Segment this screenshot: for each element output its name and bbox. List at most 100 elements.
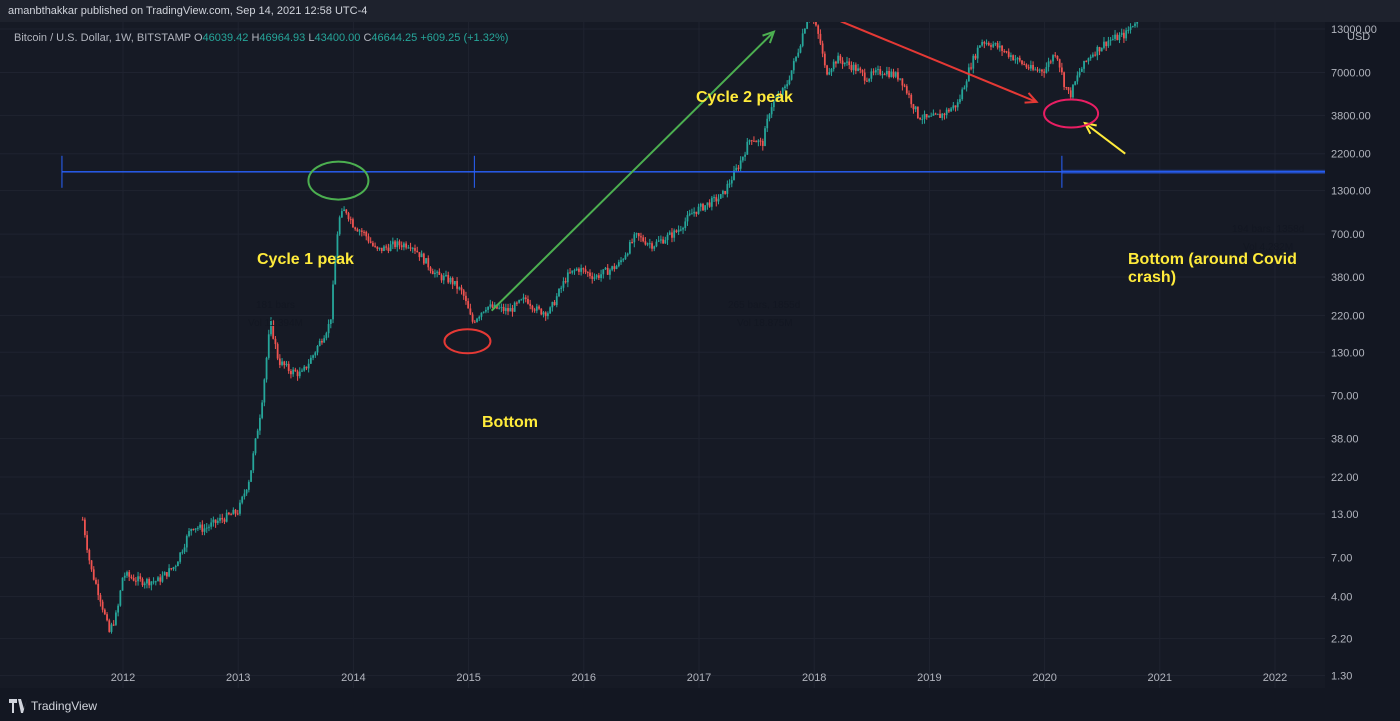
candle-body	[407, 247, 410, 249]
candle-body	[1129, 26, 1132, 30]
candle-body	[150, 581, 153, 586]
candle-body	[642, 237, 645, 242]
candle-body	[897, 72, 899, 80]
candle-body	[633, 234, 636, 243]
candle-body	[781, 88, 784, 96]
candle-body	[879, 69, 882, 75]
covid-bottom-label-2: crash)	[1128, 269, 1176, 286]
candle-body	[354, 227, 357, 230]
candle-body	[983, 42, 986, 44]
candle-body	[885, 71, 888, 75]
candle-body	[292, 369, 295, 375]
candle-body	[890, 71, 893, 77]
candle-body	[923, 114, 926, 120]
candle-body	[236, 513, 239, 515]
candle-body	[367, 236, 370, 242]
candle-body	[531, 305, 534, 310]
candle-body	[817, 25, 820, 34]
y-tick-label: 130.00	[1331, 347, 1365, 359]
candle-body	[507, 308, 509, 312]
candle-body	[103, 609, 106, 615]
candle-body	[196, 527, 199, 529]
candle-body	[602, 269, 605, 275]
candle-body	[914, 106, 917, 110]
candle-body	[664, 240, 667, 244]
uptrend-arrow	[490, 31, 775, 312]
candle-body	[930, 115, 933, 117]
candle-body	[316, 345, 319, 353]
candle-body	[290, 370, 292, 375]
candle-body	[148, 579, 151, 586]
candle-body	[498, 307, 501, 309]
candle-body	[719, 194, 722, 199]
y-tick-label: 700.00	[1331, 229, 1365, 241]
candle-body	[908, 93, 910, 95]
candle-body	[212, 519, 215, 523]
candle-body	[551, 302, 554, 308]
candle-body	[1103, 41, 1105, 48]
candle-body	[345, 209, 348, 214]
candle-body	[365, 231, 368, 237]
candle-body	[1094, 54, 1097, 56]
candle-body	[883, 74, 886, 76]
chart-pane[interactable]	[0, 22, 1325, 688]
x-tick-label: 2013	[226, 672, 250, 684]
candle-body	[88, 549, 91, 561]
candle-body	[431, 271, 434, 275]
candle-body	[941, 113, 944, 118]
candle-body	[637, 233, 640, 237]
candle-body	[154, 581, 157, 583]
candle-body	[746, 141, 749, 155]
candle-body	[584, 269, 587, 273]
candle-body	[312, 355, 314, 358]
candle-body	[1029, 65, 1032, 69]
candle-body	[132, 577, 135, 581]
candle-body	[414, 248, 416, 251]
candle-body	[741, 156, 744, 161]
candle-body	[604, 267, 607, 270]
candle-body	[542, 312, 545, 315]
candle-body	[1083, 60, 1085, 69]
candle-body	[535, 306, 538, 311]
candle-body	[792, 61, 795, 71]
y-tick-label: 1300.00	[1331, 186, 1371, 198]
candle-body	[170, 568, 173, 570]
candle-body	[259, 417, 261, 431]
candle-body	[717, 198, 720, 202]
change-value: +609.25 (+1.32%)	[420, 32, 509, 44]
candle-body	[458, 287, 461, 289]
brand-label: TradingView	[31, 699, 98, 713]
candle-body	[491, 304, 494, 308]
candle-body	[347, 213, 350, 220]
candle-body	[823, 53, 826, 66]
candle-body	[108, 620, 111, 632]
candle-body	[1036, 69, 1039, 71]
candle-body	[106, 614, 108, 621]
candle-body	[411, 248, 414, 250]
close-label: C	[363, 32, 372, 44]
candle-body	[527, 298, 529, 304]
candle-body	[126, 572, 128, 576]
candle-body	[250, 470, 252, 482]
candle-body	[801, 33, 804, 46]
candle-body	[1111, 38, 1114, 40]
candle-body	[203, 528, 206, 532]
candle-body	[389, 244, 392, 251]
x-tick-label: 2014	[341, 672, 365, 684]
candle-body	[161, 575, 164, 582]
candle-body	[874, 70, 877, 73]
candle-body	[1045, 67, 1048, 73]
candle-body	[230, 514, 233, 516]
chart-grid	[0, 22, 1325, 688]
candle-body	[748, 140, 751, 142]
candle-body	[784, 86, 786, 89]
candle-body	[549, 307, 552, 314]
candle-body	[318, 341, 321, 346]
candle-body	[130, 576, 133, 578]
candle-body	[398, 241, 401, 246]
candle-body	[970, 67, 972, 69]
candle-body	[961, 89, 964, 100]
x-tick-label: 2022	[1263, 672, 1287, 684]
range1-vol: Vol 11.394M	[248, 318, 303, 329]
